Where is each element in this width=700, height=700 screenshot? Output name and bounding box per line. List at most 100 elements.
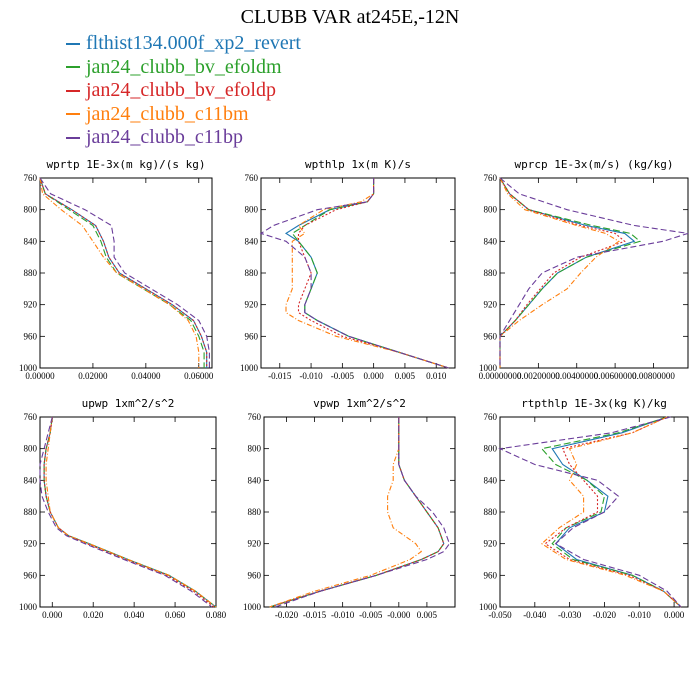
- panel-title: rtpthlp 1E-3x(kg K)/kg: [521, 397, 667, 410]
- figure-title: CLUBB VAR at245E,-12N: [240, 6, 460, 28]
- x-tick-label: 0.010: [426, 371, 447, 381]
- series-line-3: [45, 416, 217, 608]
- y-tick-label: 880: [24, 268, 38, 278]
- series-line-2: [544, 416, 682, 608]
- y-tick-label: 920: [24, 300, 38, 310]
- x-tick-label: -0.030: [558, 610, 582, 620]
- series-line-4: [275, 417, 451, 608]
- series-line-3: [540, 416, 682, 608]
- y-tick-label: 880: [24, 507, 38, 517]
- series-line-3: [39, 177, 200, 368]
- legend-swatch: [66, 89, 80, 92]
- legend-label: flthist134.000f_xp2_revert: [86, 32, 301, 55]
- y-tick-label: 1000: [243, 602, 262, 612]
- y-tick-label: 760: [484, 412, 498, 422]
- series-line-1: [39, 177, 205, 368]
- y-tick-label: 880: [245, 268, 259, 278]
- legend-item: jan24_clubb_bv_efoldm: [66, 56, 301, 80]
- series-line-1: [43, 416, 217, 608]
- y-tick-label: 960: [245, 331, 259, 341]
- y-tick-label: 840: [245, 236, 259, 246]
- x-tick-label: 0.005: [417, 610, 438, 620]
- legend-swatch: [66, 42, 80, 45]
- y-tick-label: 920: [24, 539, 38, 549]
- legend-label: jan24_clubb_c11bp: [86, 126, 244, 149]
- x-tick-label: 0.000: [364, 371, 385, 381]
- y-tick-label: 960: [24, 331, 38, 341]
- y-tick-label: 800: [245, 205, 259, 215]
- series-line-3: [499, 177, 620, 368]
- x-tick-label: -0.005: [331, 371, 355, 381]
- y-tick-label: 880: [248, 507, 262, 517]
- y-tick-label: 840: [24, 475, 38, 485]
- x-tick-label: 0.00000000: [479, 371, 522, 381]
- y-tick-label: 760: [24, 173, 38, 183]
- x-tick-label: -0.050: [488, 610, 512, 620]
- series-line-2: [43, 416, 215, 608]
- panel-title: vpwp 1xm^2/s^2: [313, 397, 406, 410]
- series-line-3: [269, 417, 423, 608]
- legend-label: jan24_clubb_bv_efoldm: [86, 55, 282, 78]
- y-tick-label: 760: [248, 412, 262, 422]
- x-tick-label: -0.020: [275, 610, 299, 620]
- series-line-2: [499, 177, 626, 368]
- panel-1: wpthlp 1x(m K)/s 760 800 840 880 920 960 1000 -0…: [240, 158, 456, 381]
- y-tick-label: 800: [24, 444, 38, 454]
- series-line-4: [499, 177, 689, 368]
- y-tick-label: 920: [484, 539, 498, 549]
- x-tick-label: -0.005: [359, 610, 383, 620]
- panel-5: rtpthlp 1E-3x(kg K)/kg 760 800 840 880 920 960…: [479, 397, 689, 620]
- x-tick-label: -0.015: [268, 371, 292, 381]
- x-tick-label: 0.060: [165, 610, 186, 620]
- series-line-3: [285, 178, 449, 369]
- y-tick-label: 880: [484, 268, 498, 278]
- series-line-0: [284, 178, 449, 369]
- x-tick-label: 0.04000: [131, 371, 161, 381]
- plot-frame: [499, 416, 689, 608]
- series-line-2: [297, 178, 449, 369]
- legend-item: jan24_clubb_c11bp: [66, 126, 301, 150]
- plot-frame: [39, 416, 217, 608]
- y-tick-label: 760: [484, 173, 498, 183]
- y-tick-label: 840: [248, 475, 262, 485]
- x-tick-label: 0.00600000: [594, 371, 637, 381]
- panel-2: wprcp 1E-3x(m/s) (kg/kg) 760 800 840 880 920 9…: [479, 158, 689, 381]
- y-tick-label: 800: [248, 444, 262, 454]
- x-tick-label: -0.015: [303, 610, 327, 620]
- series-line-0: [499, 177, 636, 368]
- y-tick-label: 800: [24, 205, 38, 215]
- x-tick-label: -0.010: [331, 610, 355, 620]
- x-tick-label: -0.000: [387, 610, 411, 620]
- series-line-4: [498, 416, 682, 608]
- panel-0: wprtp 1E-3x(m kg)/(s kg) 760 800 840 880 920 9…: [19, 158, 214, 381]
- y-tick-label: 760: [24, 412, 38, 422]
- x-tick-label: 0.00200000: [517, 371, 560, 381]
- legend-swatch: [66, 66, 80, 69]
- y-tick-label: 800: [484, 444, 498, 454]
- series-line-2: [39, 177, 208, 368]
- x-tick-label: 0.000: [664, 610, 685, 620]
- y-tick-label: 920: [245, 300, 259, 310]
- y-tick-label: 1000: [479, 602, 498, 612]
- series-line-4: [259, 178, 449, 369]
- legend-item: jan24_clubb_c11bm: [66, 103, 301, 127]
- legend-swatch: [66, 113, 80, 116]
- series-line-2: [269, 417, 445, 608]
- series-line-0: [551, 416, 682, 608]
- legend-swatch: [66, 136, 80, 139]
- y-tick-label: 840: [484, 475, 498, 485]
- x-tick-label: 0.00800000: [632, 371, 675, 381]
- y-tick-label: 760: [245, 173, 259, 183]
- legend-item: jan24_clubb_bv_efoldp: [66, 79, 301, 103]
- x-tick-label: 0.080: [206, 610, 227, 620]
- x-tick-label: -0.010: [628, 610, 652, 620]
- y-tick-label: 800: [484, 205, 498, 215]
- panel-title: wprtp 1E-3x(m kg)/(s kg): [47, 158, 206, 171]
- x-tick-label: 0.00000: [25, 371, 55, 381]
- panel-title: wpthlp 1x(m K)/s: [305, 158, 411, 171]
- y-tick-label: 960: [484, 331, 498, 341]
- series-line-4: [39, 416, 213, 608]
- x-tick-label: 0.000: [42, 610, 63, 620]
- series-line-4: [39, 177, 210, 368]
